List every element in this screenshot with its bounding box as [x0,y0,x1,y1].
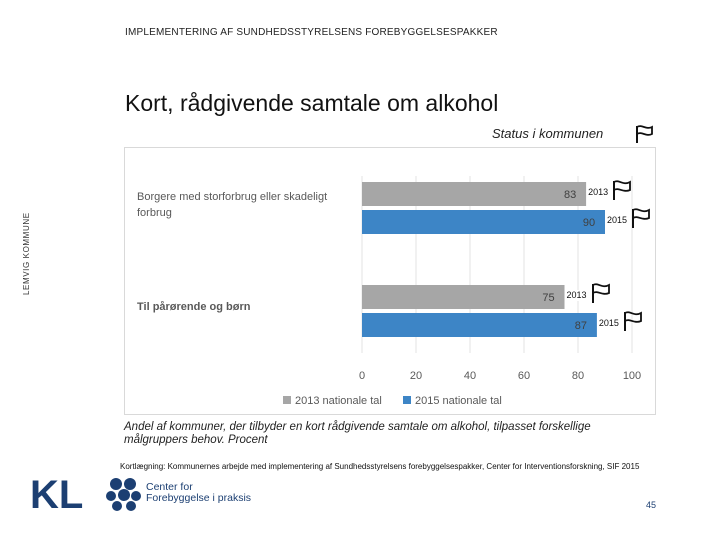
slide-title: Kort, rådgivende samtale om alkohol [125,90,499,116]
x-tick-label: 80 [572,370,584,382]
x-tick-label: 20 [410,370,422,382]
bar-year-note: 2013 [565,290,588,301]
category-label: Borgere med storforbrug eller skadeligt [137,191,327,203]
category-label: Til pårørende og børn [137,301,251,313]
bar-value-label: 90 [583,217,595,229]
x-tick-label: 40 [464,370,476,382]
bar [362,210,605,234]
bar-year-note: 2015 [606,215,629,226]
bar-value-label: 87 [575,320,587,332]
category-label: forbrug [137,207,172,219]
page-number: 45 [646,500,657,510]
cfp-line-1: Center for [146,481,193,493]
municipality-side-label: LEMVIG KOMMUNE [22,212,31,295]
bar [362,313,597,337]
bar-year-note: 2013 [587,187,610,198]
chart-area: 0 20 40 60 80 100 Borgere med storforbrug elle… [124,147,656,415]
cfp-logo-text: Center for Forebyggelse i praksis [146,482,251,504]
legend-swatch [283,396,291,404]
bar-year-note: 2015 [597,318,620,329]
legend-swatch [403,396,411,404]
flag-icon [591,283,610,303]
bar-value-label: 75 [542,292,554,304]
x-tick-label: 0 [359,370,365,382]
bar [362,285,565,309]
chart-caption: Andel af kommuner, der tilbyder en kort … [124,421,591,446]
legend-label: 2013 nationale tal [295,395,382,407]
flag-icon [623,311,642,331]
flag-icon [636,125,653,143]
cfp-logo-icon [106,478,141,511]
cfp-line-2: Forebyggelse i praksis [146,492,252,504]
flag-icon [632,208,650,228]
kl-logo-text: KL [30,474,83,514]
bar [362,182,587,206]
legend-label: 2015 nationale tal [415,395,502,407]
x-tick-label: 100 [623,370,641,382]
bar-value-label: 83 [564,189,576,201]
source-note: Kortlægning: Kommunernes arbejde med imp… [120,462,640,471]
kl-logo: KL [30,474,83,514]
x-tick-label: 60 [518,370,530,382]
presentation-header: IMPLEMENTERING AF SUNDHEDSSTYRELSENS FOR… [125,27,498,38]
status-label: Status i kommunen [492,126,604,141]
flag-icon [613,180,631,200]
bar-chart: 0 20 40 60 80 100 Borgere med storforbrug elle… [137,176,641,407]
